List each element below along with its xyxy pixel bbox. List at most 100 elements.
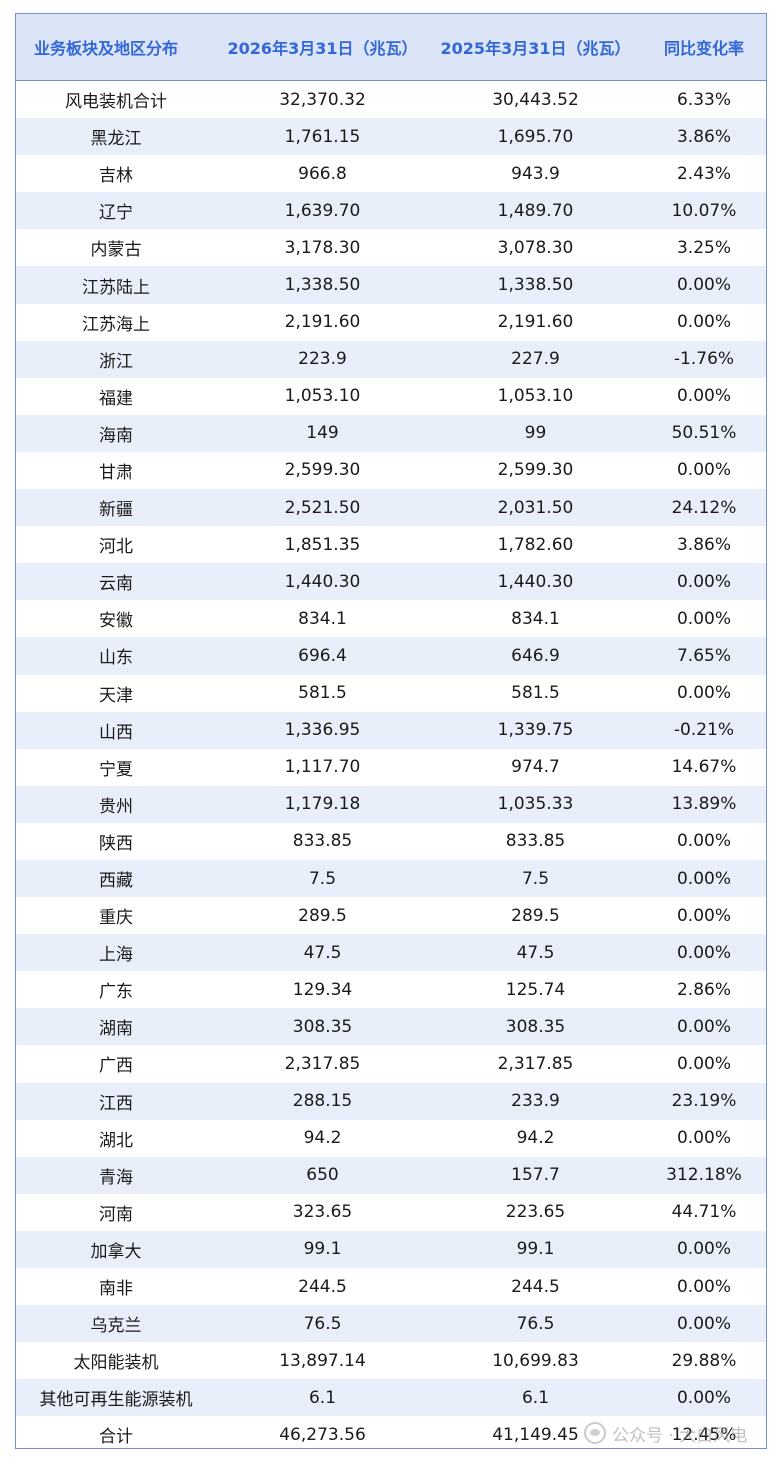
cell-2026: 2,521.50	[284, 497, 361, 518]
table-row: 西藏 7.5 7.5 0.00%	[16, 859, 766, 898]
table-row: 风电装机合计 32,370.32 30,443.52 6.33%	[16, 81, 766, 119]
table-row: 太阳能装机 13,897.14 10,699.83 29.88%	[16, 1342, 766, 1380]
cell-region: 新疆	[99, 500, 133, 521]
cell-yoy: 0.00%	[676, 1053, 731, 1074]
cell-2026: 1,851.35	[284, 534, 361, 555]
table-row: 甘肃 2,599.30 2,599.30 0.00%	[16, 451, 766, 490]
cell-region: 湖南	[99, 1019, 133, 1040]
cell-2026: 1,639.70	[284, 200, 361, 221]
cell-region: 内蒙古	[90, 240, 142, 261]
cell-2026: 1,336.95	[284, 720, 361, 741]
cell-yoy: 0.00%	[676, 1239, 731, 1260]
cell-2026: 2,317.85	[284, 1053, 361, 1074]
cell-2025: 41,149.45	[492, 1424, 579, 1445]
cell-yoy: 13.89%	[671, 794, 737, 815]
cell-2025: 833.85	[505, 831, 566, 852]
cell-region: 重庆	[99, 908, 133, 929]
cell-2025: 289.5	[511, 905, 560, 926]
cell-region: 南非	[99, 1279, 133, 1300]
cell-region: 甘肃	[99, 462, 133, 483]
cell-2026: 99.1	[303, 1239, 342, 1260]
cell-2025: 2,191.60	[497, 312, 574, 333]
cell-2025: 1,338.50	[497, 275, 574, 296]
cell-2025: 1,440.30	[497, 571, 574, 592]
table-row: 河南 323.65 223.65 44.71%	[16, 1193, 766, 1231]
cell-2026: 289.5	[298, 905, 347, 926]
cell-2026: 308.35	[292, 1016, 353, 1037]
cell-yoy: 0.00%	[676, 868, 731, 889]
cell-region: 天津	[99, 685, 133, 706]
table-row: 河北 1,851.35 1,782.60 3.86%	[16, 526, 766, 564]
table-body: 风电装机合计 32,370.32 30,443.52 6.33% 黑龙江 1,761.15…	[16, 81, 766, 1448]
table-row: 贵州 1,179.18 1,035.33 13.89%	[16, 785, 766, 823]
table-row: 宁夏 1,117.70 974.7 14.67%	[16, 748, 766, 786]
cell-region: 上海	[99, 945, 133, 966]
cell-region: 辽宁	[99, 203, 133, 224]
cell-2026: 47.5	[303, 942, 342, 963]
cell-region: 福建	[99, 388, 133, 409]
cell-2026: 288.15	[292, 1091, 353, 1112]
table-row: 安徽 834.1 834.1 0.00%	[16, 600, 766, 638]
table-row: 其他可再生能源装机 6.1 6.1 0.00%	[16, 1379, 766, 1417]
table-row: 吉林 966.8 943.9 2.43%	[16, 155, 766, 193]
cell-region: 黑龙江	[90, 129, 142, 150]
table-row: 江西 288.15 233.9 23.19%	[16, 1082, 766, 1120]
cell-yoy: 0.00%	[676, 683, 731, 704]
cell-2026: 2,191.60	[284, 312, 361, 333]
cell-2025: 1,695.70	[497, 126, 574, 147]
cell-yoy: 0.00%	[676, 460, 731, 481]
cell-2025: 2,031.50	[497, 497, 574, 518]
cell-region: 山西	[99, 722, 133, 743]
cell-region: 海南	[99, 425, 133, 446]
cell-2025: 1,339.75	[497, 720, 574, 741]
cell-region: 安徽	[99, 611, 133, 632]
cell-2025: 974.7	[511, 757, 560, 778]
cell-2025: 157.7	[511, 1165, 560, 1186]
cell-yoy: 24.12%	[671, 497, 737, 518]
cell-2026: 696.4	[298, 645, 347, 666]
cell-2025: 99.1	[516, 1239, 555, 1260]
cell-2026: 149	[306, 423, 339, 444]
header-2026: 2026年3月31日（兆瓦）	[227, 39, 418, 58]
table-row: 辽宁 1,639.70 1,489.70 10.07%	[16, 192, 766, 230]
cell-2025: 1,489.70	[497, 200, 574, 221]
cell-yoy: 10.07%	[671, 200, 737, 221]
cell-2025: 233.9	[511, 1091, 560, 1112]
table-row: 陕西 833.85 833.85 0.00%	[16, 822, 766, 860]
cell-2025: 125.74	[505, 979, 566, 1000]
cell-2025: 6.1	[521, 1387, 550, 1408]
table-row: 江苏海上 2,191.60 2,191.60 0.00%	[16, 303, 766, 341]
cell-2025: 2,317.85	[497, 1053, 574, 1074]
cell-region: 河北	[99, 537, 133, 558]
cell-region: 湖北	[99, 1130, 133, 1151]
cell-2025: 227.9	[511, 349, 560, 370]
cell-2025: 1,053.10	[497, 386, 574, 407]
cell-region: 乌克兰	[90, 1316, 142, 1337]
cell-yoy: 44.71%	[671, 1202, 737, 1223]
cell-region: 太阳能装机	[73, 1353, 159, 1374]
cell-yoy: 0.00%	[676, 1128, 731, 1149]
cell-2025: 99	[524, 423, 547, 444]
cell-region: 贵州	[99, 796, 133, 817]
cell-2026: 323.65	[292, 1202, 353, 1223]
table-row: 云南 1,440.30 1,440.30 0.00%	[16, 563, 766, 601]
cell-yoy: 0.00%	[676, 312, 731, 333]
cell-2026: 76.5	[303, 1313, 342, 1334]
cell-yoy: 0.00%	[676, 831, 731, 852]
cell-2026: 46,273.56	[279, 1424, 366, 1445]
table-row: 天津 581.5 581.5 0.00%	[16, 674, 766, 712]
cell-region: 河南	[99, 1204, 133, 1225]
cell-yoy: 3.25%	[676, 237, 731, 258]
cell-region: 浙江	[99, 351, 133, 372]
table-row: 湖北 94.2 94.2 0.00%	[16, 1119, 766, 1157]
table-row: 青海 650 157.7 312.18%	[16, 1156, 766, 1194]
cell-region: 江西	[99, 1093, 133, 1114]
cell-region: 江苏陆上	[82, 277, 150, 298]
cell-2025: 244.5	[511, 1276, 560, 1297]
cell-2026: 1,338.50	[284, 275, 361, 296]
cell-yoy: 0.00%	[676, 275, 731, 296]
cell-2025: 646.9	[511, 645, 560, 666]
cell-2026: 244.5	[298, 1276, 347, 1297]
cell-yoy: 0.00%	[676, 571, 731, 592]
table-row: 广西 2,317.85 2,317.85 0.00%	[16, 1045, 766, 1083]
